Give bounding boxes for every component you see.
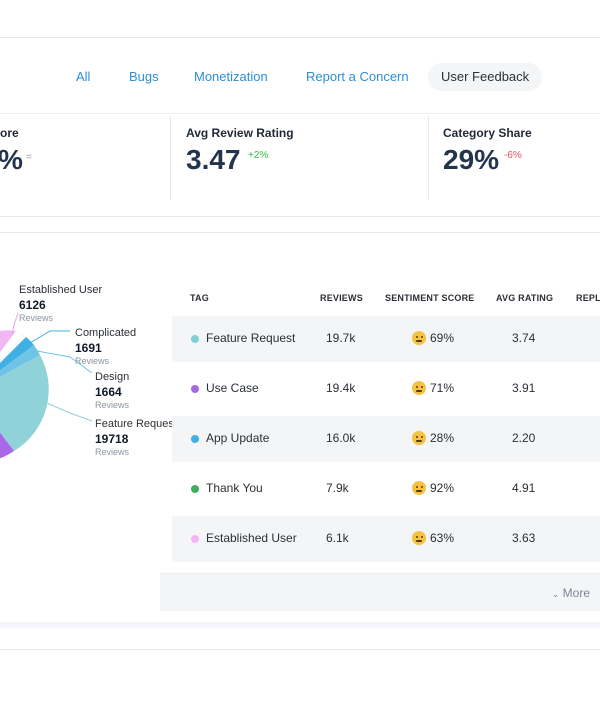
metric-avg-review-rating: Avg Review Rating 3.47 +2%: [186, 126, 294, 175]
column-header-tag[interactable]: TAG: [190, 293, 209, 303]
pie-label-count: 6126: [19, 298, 46, 312]
review-count: 6.1k: [326, 531, 349, 545]
pie-slice-design: [0, 345, 40, 377]
table-row[interactable]: Feature Request 19.7k 69% 3.74: [172, 316, 600, 362]
pie-label-count: 1664: [95, 385, 122, 399]
pie-label-feature-request: Feature Reques 19718 Reviews: [95, 418, 174, 457]
metric-delta: -6%: [504, 150, 522, 161]
pie-label-name: Complicated: [75, 327, 137, 339]
pie-label-name: Feature Reques: [95, 418, 174, 430]
more-label: More: [562, 586, 590, 600]
review-count: 16.0k: [326, 431, 356, 445]
sentiment-value: 69%: [430, 331, 455, 345]
sentiment-score: 71%: [412, 381, 454, 395]
sentiment-value: 92%: [430, 481, 455, 495]
tag-name: Established User: [206, 531, 297, 545]
metric-value: 3.47: [186, 144, 241, 175]
pie-slice-use-case: [0, 432, 14, 459]
tag-name: Feature Request: [206, 331, 296, 345]
slightly-smiling-face-icon: [412, 381, 426, 395]
tag-name: App Update: [206, 431, 270, 445]
tab-report-a-concern[interactable]: Report a Concern: [306, 69, 409, 84]
pie-label-count: 1691: [75, 341, 102, 355]
pie-label-unit: Reviews: [75, 356, 110, 366]
leader-line: [41, 400, 93, 422]
pie-label-established-user: Established User 6126 Reviews: [19, 284, 102, 323]
avg-rating: 3.91: [512, 381, 536, 395]
tag-color-dot: [191, 485, 199, 493]
column-header-sentiment-score[interactable]: SENTIMENT SCORE: [385, 293, 475, 303]
pie-slice-feature-request: [0, 355, 49, 451]
metric-value: 29%: [443, 144, 500, 175]
pie-label-unit: Reviews: [95, 400, 130, 410]
tag-color-dot: [191, 435, 199, 443]
metric-delta: =: [26, 152, 32, 163]
pie-slice-gap: [0, 330, 27, 364]
avg-rating: 4.91: [512, 481, 536, 495]
footer-band: [0, 622, 600, 628]
divider: [170, 116, 171, 200]
table-row[interactable]: Established User 6.1k 63% 3.63: [172, 516, 600, 562]
table-row[interactable]: Thank You 7.9k 92% 4.91: [172, 466, 600, 512]
metric-delta: +2%: [248, 150, 269, 161]
avg-rating: 2.20: [512, 431, 536, 445]
sentiment-value: 28%: [430, 431, 455, 445]
divider: [428, 116, 429, 200]
pie-label-unit: Reviews: [19, 313, 54, 323]
leader-line: [36, 350, 93, 374]
category-tabs: All Bugs Monetization Report a Concern U…: [0, 38, 600, 114]
leader-line: [29, 330, 70, 344]
tab-user-feedback[interactable]: User Feedback: [428, 63, 543, 91]
metric-sentiment-score: ore % =: [0, 126, 32, 175]
table-row[interactable]: App Update 16.0k 28% 2.20: [172, 416, 600, 462]
tab-bugs[interactable]: Bugs: [129, 69, 159, 84]
tag-color-dot: [191, 535, 199, 543]
slightly-smiling-face-icon: [412, 531, 426, 545]
column-header-reviews[interactable]: REVIEWS: [320, 293, 363, 303]
tab-monetization[interactable]: Monetization: [194, 69, 268, 84]
metric-label: Avg Review Rating: [186, 126, 294, 140]
metric-label: ore: [0, 126, 19, 140]
tag-color-dot: [191, 385, 199, 393]
table-row[interactable]: Use Case 19.4k 71% 3.91: [172, 366, 600, 412]
avg-rating: 3.63: [512, 531, 536, 545]
review-count: 19.7k: [326, 331, 356, 345]
sentiment-score: 92%: [412, 481, 454, 495]
sentiment-score: 69%: [412, 331, 454, 345]
review-count: 7.9k: [326, 481, 349, 495]
leader-line: [11, 312, 19, 336]
review-count: 19.4k: [326, 381, 356, 395]
pie-chart: [0, 312, 93, 459]
sentiment-value: 63%: [430, 531, 455, 545]
pie-label-design: Design 1664 Reviews: [95, 371, 129, 410]
sentiment-value: 71%: [430, 381, 455, 395]
chevron-down-icon: ⌄: [551, 589, 560, 599]
tab-all[interactable]: All: [76, 69, 91, 84]
summary-panel: All Bugs Monetization Report a Concern U…: [0, 37, 600, 217]
metric-category-share: Category Share 29% -6%: [443, 126, 532, 175]
pie-label-unit: Reviews: [95, 447, 130, 457]
more-bar: ⌄ More: [160, 573, 600, 611]
column-header-avg-rating[interactable]: AVG RATING: [496, 293, 554, 303]
star-struck-face-icon: [412, 481, 426, 495]
slightly-smiling-face-icon: [412, 331, 426, 345]
pie-label-count: 19718: [95, 432, 129, 446]
pie-label-name: Established User: [19, 284, 103, 296]
sentiment-score: 63%: [412, 531, 454, 545]
column-header-reply[interactable]: REPLY: [576, 293, 600, 303]
avg-rating: 3.74: [512, 331, 536, 345]
surprised-face-icon: [412, 431, 426, 445]
tag-breakdown-panel: Established User 6126 Reviews Complicate…: [0, 232, 600, 650]
more-button[interactable]: ⌄ More: [552, 586, 590, 600]
tag-color-dot: [191, 335, 199, 343]
pie-slice-complicated: [0, 337, 34, 371]
sentiment-score: 28%: [412, 431, 454, 445]
metric-label: Category Share: [443, 126, 532, 140]
pie-label-name: Design: [95, 371, 130, 383]
tag-name: Use Case: [206, 381, 259, 395]
tag-name: Thank You: [206, 481, 263, 495]
metric-value: %: [0, 144, 23, 175]
pie-label-complicated: Complicated 1691 Reviews: [75, 327, 136, 366]
